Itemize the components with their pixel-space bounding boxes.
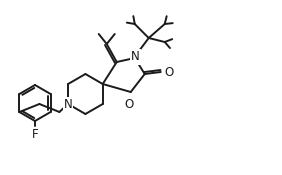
Text: O: O xyxy=(124,98,133,111)
Text: F: F xyxy=(32,128,38,141)
Text: N: N xyxy=(131,51,140,64)
Text: N: N xyxy=(64,97,72,110)
Text: O: O xyxy=(165,65,174,79)
